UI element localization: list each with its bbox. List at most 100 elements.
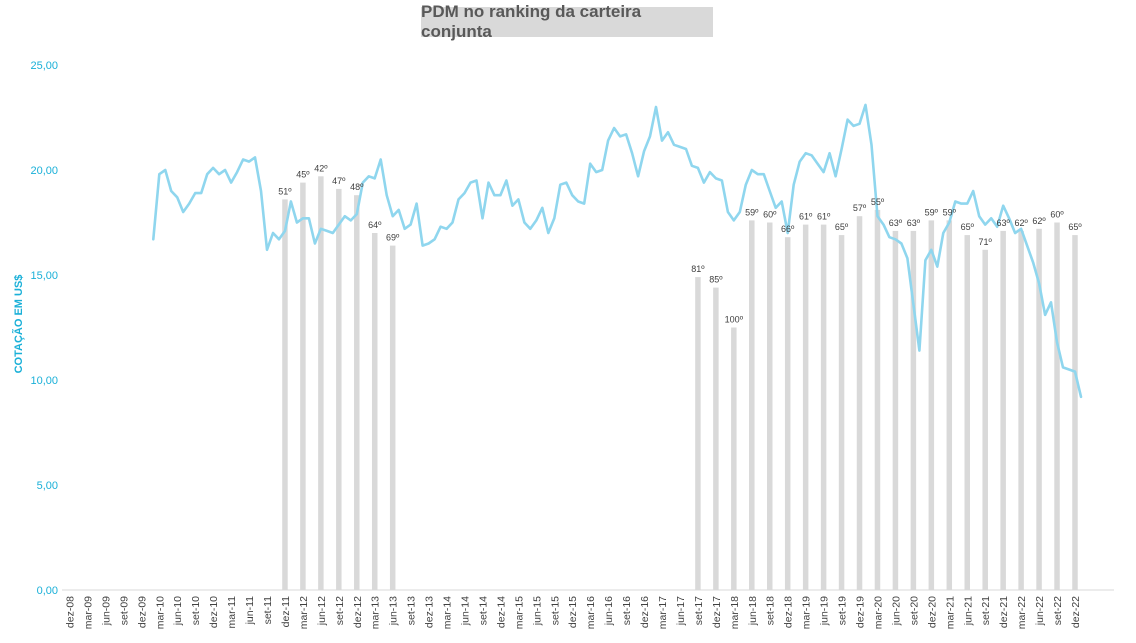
x-tick-label: set-10 [190, 596, 202, 625]
x-tick-label: dez-19 [855, 596, 867, 628]
x-tick-label: set-11 [262, 596, 274, 625]
x-tick-label: mar-14 [442, 596, 454, 629]
bar-label-dez-17: 85º [709, 275, 723, 285]
x-tick-label: set-18 [765, 596, 777, 625]
x-tick-label: dez-16 [639, 596, 651, 628]
x-tick-label: mar-21 [944, 596, 956, 629]
bar-dez-12 [354, 195, 360, 590]
x-tick-label: jun-21 [962, 596, 974, 626]
bar-label-mar-19: 61º [799, 212, 813, 222]
bar-label-set-20: 63º [907, 218, 921, 228]
x-tick-label: set-12 [334, 596, 346, 625]
bar-mar-13 [371, 233, 378, 590]
bar-label-dez-21: 63º [997, 218, 1011, 228]
bar-label-mar-21: 59º [943, 207, 957, 217]
x-tick-label: set-17 [693, 596, 705, 625]
x-tick-label: dez-09 [136, 596, 148, 628]
y-tick-label: 15,00 [30, 270, 58, 282]
x-tick-label: set-09 [118, 596, 130, 625]
x-tick-label: mar-12 [298, 596, 310, 629]
x-tick-label: jun-16 [603, 596, 615, 626]
bar-label-jun-18: 59º [745, 207, 759, 217]
y-tick-label: 10,00 [30, 375, 58, 387]
bar-labels-layer: 51º 45º 42º 47º 48º 64º 69º 81º 85º 100º 59º 60º 66º… [278, 163, 1082, 324]
bar-jun-22 [1036, 228, 1042, 591]
x-tick-label: dez-14 [495, 596, 507, 628]
bar-mar-22 [1018, 230, 1024, 590]
x-tick-label: dez-17 [711, 596, 723, 628]
x-tick-label: set-13 [406, 596, 418, 625]
x-tick-label: dez-20 [926, 596, 938, 628]
bar-label-mar-18: 100º [725, 315, 744, 325]
bar-label-dez-20: 59º [925, 207, 939, 217]
x-tick-label: mar-19 [801, 596, 813, 629]
bar-jun-20 [892, 230, 899, 590]
bar-label-jun-13: 69º [386, 233, 400, 243]
x-tick-label: set-21 [980, 596, 992, 625]
bar-label-dez-22: 65º [1068, 222, 1082, 232]
bar-mar-21 [946, 220, 953, 590]
x-tick-label: set-14 [478, 596, 490, 625]
price-line [152, 103, 1083, 399]
bar-label-set-22: 60º [1050, 210, 1064, 220]
y-ticks-layer: 0,00 5,00 10,00 15,00 20,00 25,00 [30, 60, 58, 597]
x-tick-label: mar-18 [729, 596, 741, 629]
bar-mar-19 [802, 224, 809, 590]
x-tick-label: dez-18 [783, 596, 795, 628]
bar-set-22 [1054, 222, 1060, 590]
x-tick-label: mar-09 [83, 596, 95, 629]
bar-label-jun-19: 61º [817, 212, 831, 222]
bar-dez-11 [282, 199, 288, 590]
x-tick-label: set-20 [908, 596, 920, 625]
x-tick-label: mar-11 [226, 596, 238, 629]
bar-jun-13 [389, 245, 396, 590]
bar-label-jun-22: 62º [1032, 216, 1046, 226]
bar-label-set-18: 60º [763, 210, 777, 220]
y-tick-label: 0,00 [37, 585, 58, 597]
x-tick-label: dez-21 [998, 596, 1010, 628]
bar-label-set-17: 81º [691, 264, 705, 274]
bar-label-mar-20: 55º [871, 197, 885, 207]
x-ticks-layer: dez-08 mar-09 jun-09 set-09 dez-09 mar-10 jun-… [65, 596, 1083, 629]
x-tick-label: jun-18 [747, 596, 759, 626]
x-tick-label: mar-13 [370, 596, 382, 629]
bar-dez-19 [856, 216, 863, 590]
bar-dez-17 [713, 287, 719, 590]
y-tick-label: 20,00 [30, 165, 58, 177]
x-tick-label: jun-20 [890, 596, 902, 626]
bar-set-18 [766, 222, 773, 590]
bar-jun-18 [749, 220, 755, 590]
x-tick-label: mar-17 [657, 596, 669, 629]
bar-label-dez-11: 51º [278, 186, 292, 196]
x-tick-label: jun-17 [675, 596, 687, 626]
x-tick-label: jun-13 [388, 596, 400, 626]
x-tick-label: jun-14 [460, 596, 472, 626]
chart-title: PDM no ranking da carteira conjunta [421, 2, 713, 41]
x-tick-label: dez-15 [567, 596, 579, 628]
line-layer [152, 103, 1083, 399]
bar-set-17 [695, 277, 701, 590]
x-tick-label: jun-11 [244, 596, 256, 626]
bar-set-20 [910, 230, 917, 590]
x-tick-label: jun-22 [1034, 596, 1046, 626]
y-tick-label: 25,00 [30, 60, 58, 72]
bar-set-21 [982, 249, 988, 591]
x-tick-label: mar-22 [1016, 596, 1028, 629]
bar-label-dez-19: 57º [853, 203, 867, 213]
x-tick-label: dez-13 [424, 596, 436, 628]
x-tick-label: mar-16 [585, 596, 597, 629]
x-tick-label: jun-09 [100, 596, 112, 626]
x-tick-label: dez-11 [280, 596, 292, 627]
x-tick-label: jun-19 [819, 596, 831, 626]
bar-dez-18 [784, 237, 791, 590]
x-tick-label: mar-15 [513, 596, 525, 629]
bar-dez-22 [1072, 235, 1078, 590]
bar-jun-19 [820, 224, 827, 590]
x-tick-label: mar-10 [154, 596, 166, 629]
x-tick-label: dez-08 [65, 596, 77, 628]
bar-label-mar-12: 45º [296, 170, 310, 180]
bar-label-set-21: 71º [979, 237, 993, 247]
x-tick-label: jun-12 [316, 596, 328, 626]
bar-label-set-12: 47º [332, 176, 346, 186]
